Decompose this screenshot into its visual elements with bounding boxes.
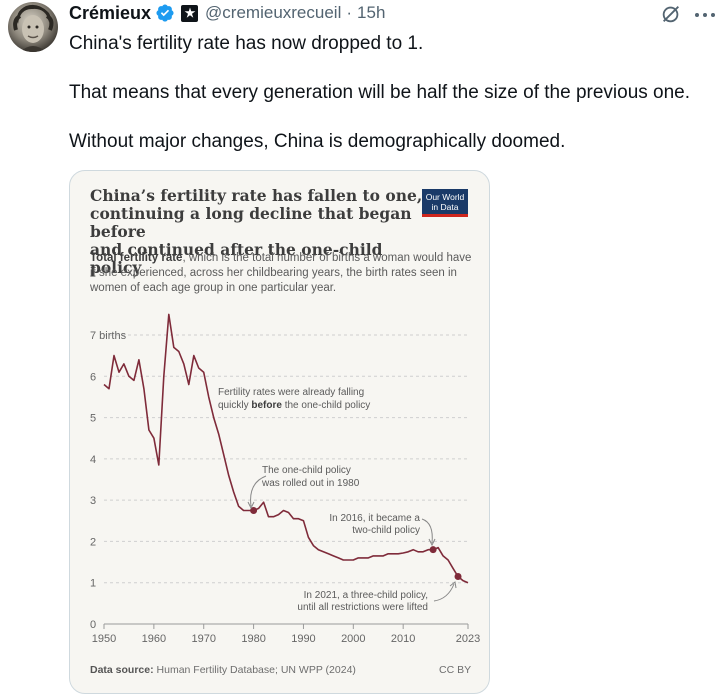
- y-tick-label: 5: [90, 413, 96, 425]
- x-tick-label: 1980: [241, 633, 265, 645]
- highlight-point-2: [454, 573, 462, 581]
- annotation-two-child-policy-line-2: two-child policy: [352, 525, 420, 536]
- chart-title: China’s fertility rate has fallen to one…: [90, 187, 425, 277]
- annotation-two-child-arrow: [421, 518, 433, 544]
- more-icon[interactable]: [694, 12, 716, 18]
- fertility-rate-line: [103, 313, 469, 584]
- chart-title-line-3: and continued after the one-child policy: [90, 240, 383, 277]
- owid-logo-line-2: in Data: [431, 202, 459, 212]
- annotation-one-child-arrowhead: [247, 501, 255, 510]
- y-tick-label: 2: [90, 536, 96, 548]
- owid-logo-line-1: Our World: [425, 192, 465, 202]
- grok-icon[interactable]: [660, 3, 682, 25]
- chart-subtitle: Total fertility rate, which is the total…: [90, 251, 475, 296]
- y-tick-label: 0: [90, 619, 96, 631]
- y-tick-label: 4: [90, 454, 96, 466]
- tweet-header: Crémieux @cremieuxrecueil · 15h: [69, 1, 385, 25]
- affiliate-badge-icon[interactable]: [181, 4, 199, 22]
- x-tick-label: 1990: [291, 633, 315, 645]
- x-tick-label: 1970: [191, 633, 215, 645]
- tweet-text-line-1: China's fertility rate has now dropped t…: [69, 33, 424, 54]
- fertility-line-chart: 0 1 2 3 4 5 6 7 births 1950 1960 1970 1980 1990 2000 2…: [90, 313, 480, 645]
- y-tick-label: 3: [90, 495, 96, 507]
- annotation-three-child-policy-line-2: until all restrictions were lifted: [297, 602, 428, 613]
- chart-subtitle-rest: , which is the total number of births a …: [90, 252, 472, 294]
- x-tick-label: 2010: [391, 633, 415, 645]
- y-tick-label: 7 births: [90, 330, 127, 342]
- annotation-one-child-arrow: [250, 475, 267, 507]
- annotation-before-policy-line-2: quickly before the one-child policy: [218, 400, 370, 411]
- chart-image[interactable]: China’s fertility rate has fallen to one…: [69, 170, 490, 694]
- verified-badge-icon[interactable]: [155, 3, 175, 23]
- data-source-text: Human Fertility Database; UN WPP (2024): [153, 664, 356, 676]
- avatar[interactable]: [8, 2, 58, 52]
- tweet-text-line-3: Without major changes, China is demograp…: [69, 131, 566, 152]
- tweet-text-line-2: That means that every generation will be…: [69, 82, 691, 103]
- chart-title-line-1: China’s fertility rate has fallen to one…: [90, 186, 423, 205]
- y-tick-label: 1: [90, 578, 96, 590]
- x-tick-label: 2000: [341, 633, 365, 645]
- data-source-label: Data source:: [90, 664, 154, 676]
- affiliate-star-icon: [184, 7, 195, 18]
- y-tick-label: 6: [90, 371, 96, 383]
- annotation-three-child-policy: In 2021, a three-child policy,: [304, 590, 428, 601]
- annotation-one-child-policy-line-2: was rolled out in 1980: [261, 478, 360, 489]
- data-source: Data source: Human Fertility Database; U…: [90, 664, 356, 676]
- header-separator: ·: [346, 3, 353, 22]
- highlight-point-0: [250, 506, 258, 514]
- x-tick-label: 2023: [456, 633, 480, 645]
- annotation-two-child-arrowhead: [428, 538, 436, 547]
- highlight-point-1: [429, 546, 437, 554]
- timestamp[interactable]: 15h: [357, 3, 386, 22]
- avatar-portrait-icon: [13, 4, 54, 52]
- chart-title-line-2: continuing a long decline that began bef…: [90, 204, 412, 241]
- owid-logo: Our World in Data: [422, 189, 468, 217]
- x-tick-label: 1960: [142, 633, 166, 645]
- chart-subtitle-bold: Total fertility rate: [90, 252, 183, 264]
- x-tick-label: 1950: [92, 633, 116, 645]
- annotation-before-policy: Fertility rates were already falling: [218, 387, 364, 398]
- annotation-three-child-arrowhead: [449, 581, 457, 589]
- annotation-two-child-policy: In 2016, it became a: [329, 513, 420, 524]
- display-name[interactable]: Crémieux: [69, 2, 152, 23]
- handle[interactable]: @cremieuxrecueil: [205, 3, 342, 22]
- annotation-one-child-policy: The one-child policy: [262, 465, 351, 476]
- license: CC BY: [439, 664, 472, 676]
- annotation-three-child-arrow: [433, 583, 455, 602]
